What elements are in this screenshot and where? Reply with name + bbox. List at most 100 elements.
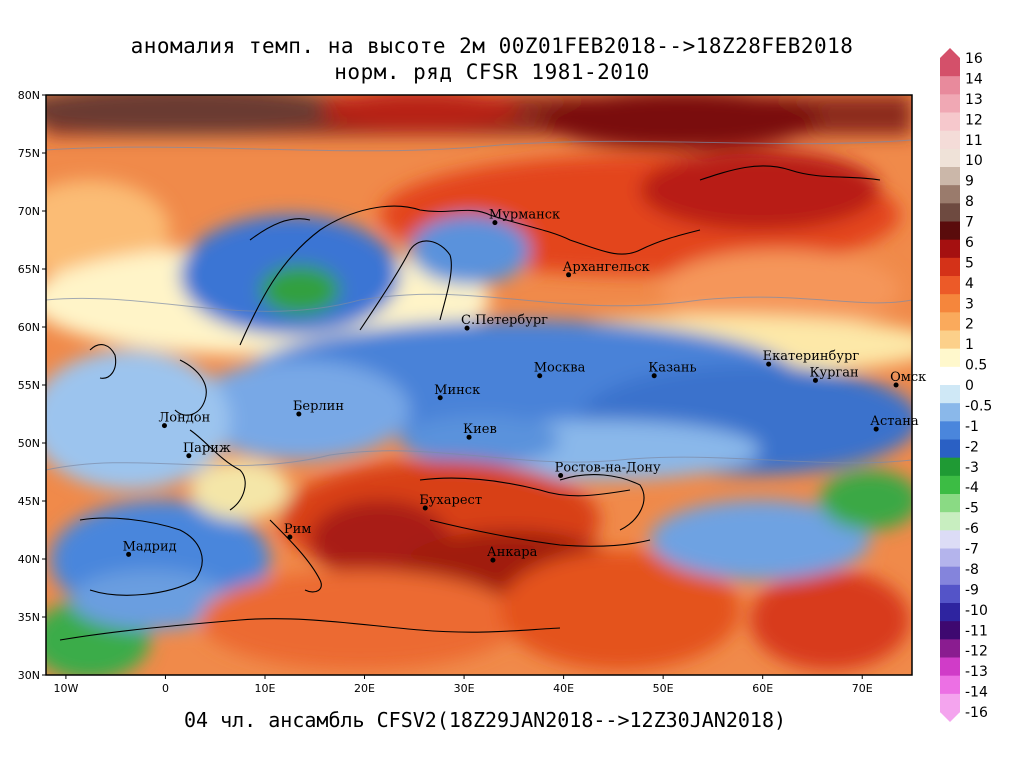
city-dot: [422, 505, 428, 511]
colorbar-swatch: [940, 584, 960, 604]
lat-tick-label: 35N: [18, 611, 40, 624]
city-markers: Мурманск Архангельск С.Петербург Москва Каза…: [123, 208, 926, 563]
colorbar-label: -1: [965, 419, 979, 435]
colorbar-swatch: [940, 148, 960, 168]
anomaly-field: [46, 95, 912, 675]
colorbar-label: -11: [965, 623, 988, 639]
colorbar-label: -13: [965, 664, 988, 680]
lat-tick-label: 45N: [18, 495, 40, 508]
colorbar-swatch: [940, 566, 960, 586]
colorbar-swatch: [940, 475, 960, 495]
colorbar-swatch: [940, 257, 960, 277]
city-dot: [296, 411, 302, 417]
lon-tick-label: 10E: [255, 682, 276, 695]
city-dot: [492, 220, 498, 226]
colorbar-label: -4: [965, 480, 979, 496]
city-label: Киев: [463, 422, 497, 437]
colorbar-label: 9: [965, 174, 974, 190]
lon-tick-label: 30E: [454, 682, 475, 695]
colorbar-label: -16: [965, 705, 988, 721]
colorbar-label: 1: [965, 337, 974, 353]
colorbar-top-arrow: [940, 48, 960, 58]
colorbar-label: -2: [965, 439, 979, 455]
colorbar-label: -6: [965, 521, 979, 537]
colorbar-swatch: [940, 185, 960, 204]
colorbar-swatch: [940, 512, 960, 531]
colorbar-swatch: [940, 385, 960, 404]
city-dot: [490, 557, 496, 563]
city-label: Мурманск: [489, 208, 560, 223]
lon-tick-label: 70E: [852, 682, 873, 695]
colorbar-swatch: [940, 348, 960, 368]
city-dot: [873, 426, 879, 432]
colorbar-label: 12: [965, 112, 983, 128]
colorbar-label: -7: [965, 542, 979, 558]
chart-title-line-1: аномалия темп. на высоте 2м 00Z01FEB2018…: [130, 34, 854, 58]
city-label: Анкара: [487, 545, 538, 560]
city-label: Берлин: [293, 399, 344, 414]
colorbar-swatch: [940, 403, 960, 422]
colorbar-label: -10: [965, 603, 988, 619]
colorbar-label: -3: [965, 460, 979, 476]
longitude-axis: 10W 0 10E 20E 30E 40E 50E 60E 70E: [53, 675, 873, 695]
colorbar-swatch: [940, 203, 960, 222]
colorbar-label: 16: [965, 51, 983, 67]
coastlines: [59, 165, 881, 641]
lat-tick-label: 30N: [18, 669, 40, 682]
city-dot: [186, 453, 192, 459]
city-dot: [566, 272, 572, 278]
city-label: Архангельск: [563, 260, 650, 275]
colorbar-swatch: [940, 457, 960, 477]
colorbar-swatch: [940, 366, 960, 386]
city-label: Омск: [890, 370, 926, 385]
lat-tick-label: 60N: [18, 321, 40, 334]
city-dot: [126, 551, 132, 557]
colorbar-swatch: [940, 675, 960, 695]
lat-tick-label: 70N: [18, 205, 40, 218]
city-label: Мадрид: [123, 539, 177, 554]
colorbar-label: 4: [965, 276, 974, 292]
colorbar-swatch: [940, 239, 960, 259]
city-dot: [893, 382, 899, 388]
colorbar-swatch: [940, 58, 960, 77]
lon-tick-label: 20E: [354, 682, 375, 695]
colorbar-swatch: [940, 693, 960, 713]
colorbar-swatch: [940, 421, 960, 440]
colorbar-swatch: [940, 330, 960, 350]
city-label: Бухарест: [419, 493, 482, 508]
city-label: Екатеринбург: [763, 349, 860, 364]
colorbar: 16 14 13 12 11 10 9 8 7 6 5 4 3 2 1 0.5 0 -0.5 -1 -2 -3 -4 -5 -…: [940, 48, 992, 722]
city-label: Минск: [434, 383, 480, 398]
colorbar-label: 0.5: [965, 358, 987, 374]
colorbar-swatch: [940, 530, 960, 549]
city-dot: [464, 325, 470, 331]
city-label: Казань: [648, 361, 696, 376]
colorbar-label: 13: [965, 92, 983, 108]
city-dot: [161, 423, 167, 429]
colorbar-swatch: [940, 639, 960, 658]
lat-tick-label: 80N: [18, 89, 40, 102]
city-dot: [287, 534, 293, 540]
colorbar-swatch: [940, 657, 960, 677]
colorbar-swatch: [940, 603, 960, 622]
colorbar-label: 3: [965, 296, 974, 312]
city-label: Курган: [809, 365, 858, 380]
city-dot: [812, 377, 818, 383]
colorbar-label: 2: [965, 317, 974, 333]
lat-tick-label: 55N: [18, 379, 40, 392]
colorbar-swatch: [940, 167, 960, 186]
city-label: С.Петербург: [461, 313, 548, 328]
colorbar-swatch: [940, 112, 960, 132]
lat-tick-label: 75N: [18, 147, 40, 160]
colorbar-label: -8: [965, 562, 979, 578]
colorbar-swatch: [940, 76, 960, 95]
city-dot: [466, 434, 472, 440]
city-dot: [651, 373, 657, 379]
lat-tick-label: 40N: [18, 553, 40, 566]
lon-tick-label: 60E: [752, 682, 773, 695]
city-dot: [537, 373, 543, 379]
lon-tick-label: 50E: [653, 682, 674, 695]
city-label: Лондон: [158, 411, 210, 426]
colorbar-swatch: [940, 312, 960, 331]
